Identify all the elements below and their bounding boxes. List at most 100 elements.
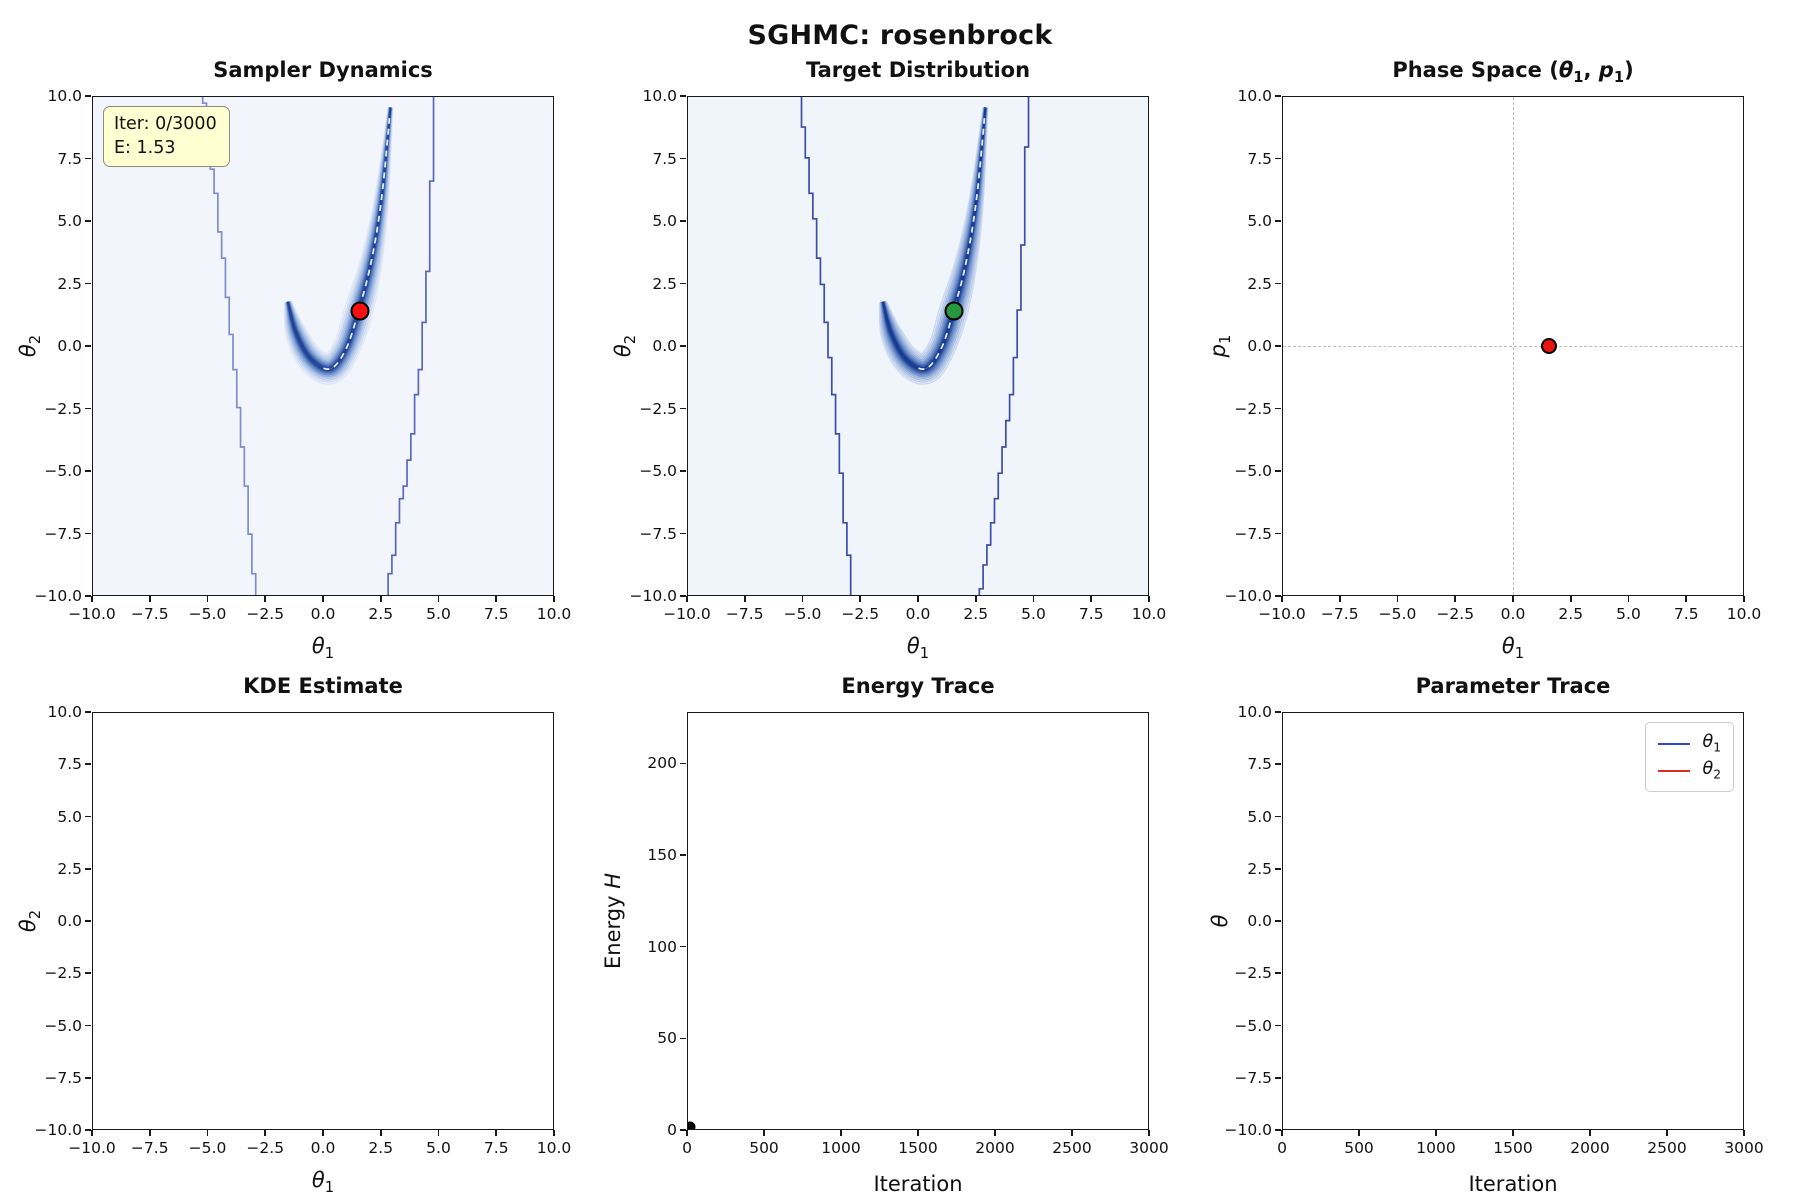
y-axis-label: θ2 — [610, 334, 640, 358]
y-tick-label: 2.5 — [1247, 859, 1272, 878]
x-tick-mark — [974, 596, 977, 602]
y-tick-label: 5.0 — [57, 807, 82, 826]
y-tick-mark — [680, 762, 686, 765]
x-tick-label: 7.5 — [483, 1139, 509, 1157]
y-axis-label: θ — [1208, 914, 1232, 928]
y-tick-label: 2.5 — [57, 859, 82, 878]
y-tick-mark — [680, 532, 686, 535]
x-tick-mark — [859, 596, 862, 602]
x-tick-label: 2500 — [1052, 1139, 1092, 1157]
plot-area-energy-trace — [687, 712, 1149, 1130]
y-tick-mark — [85, 95, 91, 97]
x-tick-label: −10.0 — [663, 605, 711, 623]
x-tick-label: −5.0 — [783, 605, 822, 623]
x-tick-mark — [1148, 596, 1150, 602]
y-tick-mark — [1275, 532, 1281, 535]
x-tick-label: 0.0 — [310, 1139, 336, 1157]
x-tick-mark — [1685, 596, 1688, 602]
x-axis-label: Iteration — [1468, 1172, 1558, 1196]
ridge-dashed-line — [323, 118, 391, 371]
y-tick-label: −5.0 — [1234, 1016, 1272, 1035]
x-axis-label: θ1 — [311, 1167, 335, 1196]
y-tick-mark — [680, 282, 686, 285]
outer-contour-line-1 — [387, 97, 435, 595]
x-tick-label: 1000 — [821, 1139, 861, 1157]
x-tick-mark — [322, 1130, 324, 1136]
x-tick-label: 2500 — [1647, 1139, 1687, 1157]
energy-start-marker — [688, 1121, 696, 1129]
y-tick-label: −10.0 — [1224, 1121, 1273, 1139]
x-axis-label: θ1 — [1501, 633, 1525, 662]
x-tick-mark — [1627, 596, 1630, 602]
y-tick-label: 100 — [647, 937, 677, 956]
y-axis-label: θ2 — [15, 909, 45, 933]
y-tick-mark — [85, 1076, 91, 1079]
mode-marker — [944, 301, 964, 321]
x-tick-mark — [1743, 596, 1745, 602]
x-tick-mark — [1512, 596, 1514, 602]
x-tick-mark — [1666, 1130, 1668, 1136]
subplot-energy-trace: Energy Trace Iteration Energy H 0 500 1000… — [601, 674, 1169, 1196]
y-axis-label: p1 — [1205, 334, 1235, 358]
y-tick-mark — [1275, 815, 1281, 818]
y-tick-label: −10.0 — [34, 1121, 83, 1139]
x-tick-label: −5.0 — [1378, 605, 1417, 623]
x-tick-label: 0.0 — [310, 605, 336, 623]
y-tick-mark — [85, 345, 91, 347]
theta2-line-swatch — [1658, 769, 1691, 772]
x-tick-label: 0.0 — [1500, 605, 1526, 623]
x-tick-mark — [206, 596, 209, 602]
x-axis-label: θ1 — [906, 633, 930, 662]
outer-contour-line-1 — [978, 97, 1030, 595]
x-tick-mark — [437, 596, 440, 602]
y-tick-label: 7.5 — [57, 149, 82, 168]
x-tick-mark — [1512, 1130, 1514, 1136]
y-tick-mark — [680, 1129, 686, 1131]
y-tick-mark — [85, 815, 91, 818]
y-tick-label: 7.5 — [652, 149, 677, 168]
y-tick-mark — [1275, 407, 1281, 410]
x-tick-label: 1500 — [1493, 1139, 1533, 1157]
annotation-energy: E: 1.53 — [114, 138, 176, 159]
y-tick-mark — [85, 1129, 91, 1131]
x-tick-label: 0.0 — [905, 605, 931, 623]
x-tick-mark — [1569, 596, 1572, 602]
y-tick-mark — [680, 220, 686, 222]
y-tick-mark — [1275, 867, 1281, 870]
x-tick-mark — [91, 1130, 93, 1136]
x-tick-label: −7.5 — [725, 605, 764, 623]
y-tick-mark — [85, 282, 91, 285]
x-tick-mark — [148, 596, 151, 602]
figure-title: SGHMC: rosenbrock — [747, 20, 1053, 51]
x-tick-label: −5.0 — [188, 1139, 227, 1157]
x-tick-mark — [1454, 596, 1457, 602]
y-tick-label: 10.0 — [1237, 703, 1272, 721]
y-tick-label: 7.5 — [57, 755, 82, 774]
y-tick-label: 10.0 — [47, 703, 82, 721]
x-tick-mark — [801, 596, 804, 602]
y-tick-label: 5.0 — [1247, 212, 1272, 230]
x-tick-label: 500 — [749, 1139, 779, 1157]
y-tick-label: 150 — [647, 846, 677, 864]
y-tick-label: 50 — [657, 1029, 677, 1048]
y-tick-label: 7.5 — [1247, 149, 1272, 168]
x-tick-label: 0 — [682, 1139, 692, 1157]
x-tick-mark — [1090, 596, 1093, 602]
subplot-sampler-dynamics: Sampler Dynamics Iter: 0/3000 E: 1.53 θ1… — [16, 58, 571, 662]
theta1-line-swatch — [1658, 742, 1691, 745]
x-tick-mark — [206, 1130, 209, 1136]
x-tick-label: −2.5 — [1436, 605, 1475, 623]
rosenbrock-contours — [201, 97, 435, 595]
x-tick-mark — [437, 1130, 440, 1136]
legend-entry-theta2: θ2 — [1658, 757, 1721, 784]
y-tick-label: 5.0 — [652, 212, 677, 230]
plot-area-target-distribution — [687, 96, 1149, 596]
y-tick-label: −5.0 — [44, 1016, 82, 1035]
y-tick-mark — [1275, 595, 1281, 597]
x-tick-label: −10.0 — [68, 605, 116, 623]
y-tick-mark — [680, 157, 686, 160]
legend-entry-theta1: θ1 — [1658, 730, 1721, 757]
x-tick-mark — [553, 596, 555, 602]
y-tick-label: −7.5 — [44, 1068, 82, 1087]
